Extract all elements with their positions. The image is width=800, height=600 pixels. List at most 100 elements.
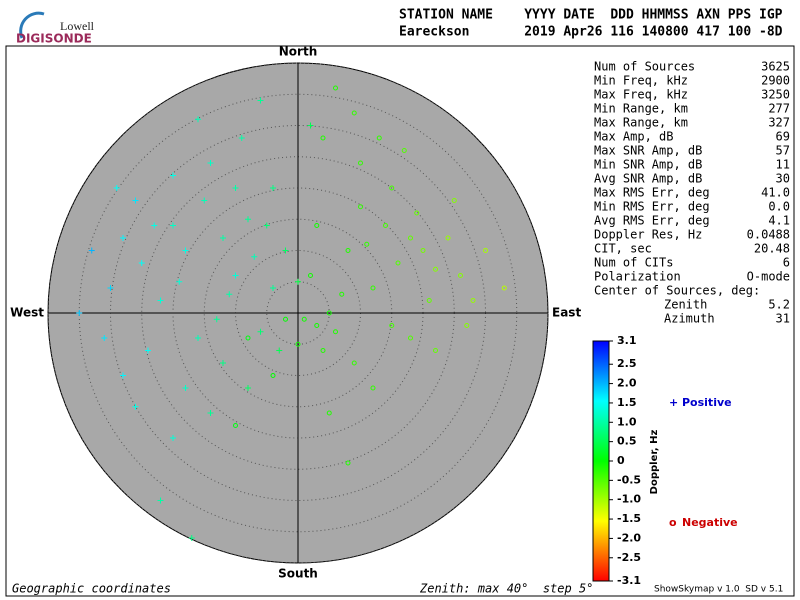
source-positive <box>201 197 208 204</box>
source-negative <box>345 248 351 253</box>
stat-value: O-mode <box>747 270 790 284</box>
source-negative <box>320 135 326 141</box>
source-positive <box>276 347 283 354</box>
source-negative <box>408 235 413 241</box>
stat-label: Max Range, km <box>594 116 688 130</box>
source-positive <box>307 122 314 129</box>
logo-arc <box>19 11 45 39</box>
source-positive <box>245 385 251 391</box>
source-negative <box>245 335 251 341</box>
stat-label: Min SNR Amp, dB <box>594 158 702 172</box>
source-negative <box>401 148 407 153</box>
stat-section: Center of Sources, deg: <box>594 284 760 298</box>
stat-value: 6 <box>783 256 790 270</box>
stat-value: 2900 <box>761 74 790 88</box>
stat-value: 0.0 <box>768 200 790 214</box>
source-positive <box>182 385 189 391</box>
stat-value: 4.1 <box>768 214 790 228</box>
stat-value: 11 <box>776 158 790 172</box>
stat-label: Num of CITs <box>594 256 673 270</box>
source-positive <box>195 335 201 341</box>
source-negative <box>433 348 438 353</box>
source-negative <box>370 385 376 391</box>
stat-value: 69 <box>776 130 790 144</box>
stat-value: 20.48 <box>754 242 790 256</box>
stat-label: Min Range, km <box>594 102 688 116</box>
stat-value: 327 <box>768 116 790 130</box>
source-positive <box>213 316 220 323</box>
source-positive <box>170 172 176 179</box>
source-negative <box>445 235 451 241</box>
stat-label: Zenith <box>664 298 707 312</box>
source-positive <box>170 435 176 441</box>
stat-value: 5.2 <box>768 298 790 312</box>
direction-label: East <box>552 306 581 320</box>
source-negative <box>370 285 376 291</box>
source-positive <box>157 497 164 504</box>
source-negative <box>383 223 388 228</box>
source-positive <box>245 216 251 223</box>
source-positive <box>207 160 214 166</box>
source-positive <box>220 235 226 241</box>
source-negative <box>326 410 332 416</box>
side-panel: Num of Sources 3625 Min Freq, kHz 2900 Max F… <box>592 60 790 587</box>
source-negative <box>408 335 413 341</box>
source-positive <box>270 285 276 291</box>
source-positive <box>101 335 108 341</box>
source-positive <box>282 247 289 254</box>
source-negative <box>314 323 320 328</box>
footer-middle: Zenith: max 40° step 5° <box>419 582 593 596</box>
source-negative <box>426 298 432 303</box>
header-line: STATION NAME YYYY DATE DDD HHMMSS AXN PP… <box>399 8 783 23</box>
stat-label: Max RMS Err, deg <box>594 186 710 200</box>
stat-label: Max SNR Amp, dB <box>594 144 702 158</box>
source-negative <box>295 341 301 347</box>
source-negative <box>358 160 363 166</box>
stat-value: 0.0488 <box>747 228 790 242</box>
stat-label: Max Amp, dB <box>594 130 673 144</box>
colorbar-tick-label: -1.5 <box>617 512 641 525</box>
source-positive <box>226 291 233 298</box>
source-positive <box>232 272 239 279</box>
stat-label: Polarization <box>594 270 681 284</box>
source-positive <box>138 260 145 266</box>
stat-value: 31 <box>776 312 790 326</box>
source-positive <box>182 247 189 254</box>
colorbar-tick-label: 3.1 <box>617 334 637 347</box>
source-negative <box>358 204 363 210</box>
source-positive <box>176 278 183 285</box>
source-negative <box>283 316 288 322</box>
source-positive <box>295 278 301 285</box>
source-negative <box>451 198 457 203</box>
stat-label: CIT, sec <box>594 242 652 256</box>
source-negative <box>389 323 395 328</box>
legend-marker: o <box>669 516 677 529</box>
source-negative <box>345 460 351 466</box>
colorbar-tick-label: 2.5 <box>617 357 637 370</box>
direction-label: South <box>278 567 318 581</box>
stat-value: 277 <box>768 102 790 116</box>
stat-label: Min Freq, kHz <box>594 74 688 88</box>
colorbar-tick-label: -3.1 <box>617 574 641 587</box>
source-positive <box>195 116 201 123</box>
source-positive <box>232 185 239 191</box>
colorbar-tick-label: 0 <box>617 454 625 467</box>
source-negative <box>501 285 507 291</box>
source-positive <box>257 328 264 335</box>
logo-top: Lowell <box>60 19 95 33</box>
source-negative <box>420 248 426 253</box>
colorbar-tick-label: 1.0 <box>617 415 637 428</box>
source-positive <box>207 410 214 416</box>
source-negative <box>389 185 395 191</box>
source-negative <box>395 260 401 266</box>
source-negative <box>351 110 357 116</box>
source-positive <box>263 222 270 229</box>
stat-label: Min RMS Err, deg <box>594 200 710 214</box>
plot: North South West East <box>10 45 581 581</box>
source-negative <box>320 348 326 353</box>
source-positive <box>88 247 95 254</box>
legend-entry: Negative <box>682 516 738 529</box>
stat-label: Avg RMS Err, deg <box>594 214 710 228</box>
stat-label: Avg SNR Amp, dB <box>594 172 702 186</box>
